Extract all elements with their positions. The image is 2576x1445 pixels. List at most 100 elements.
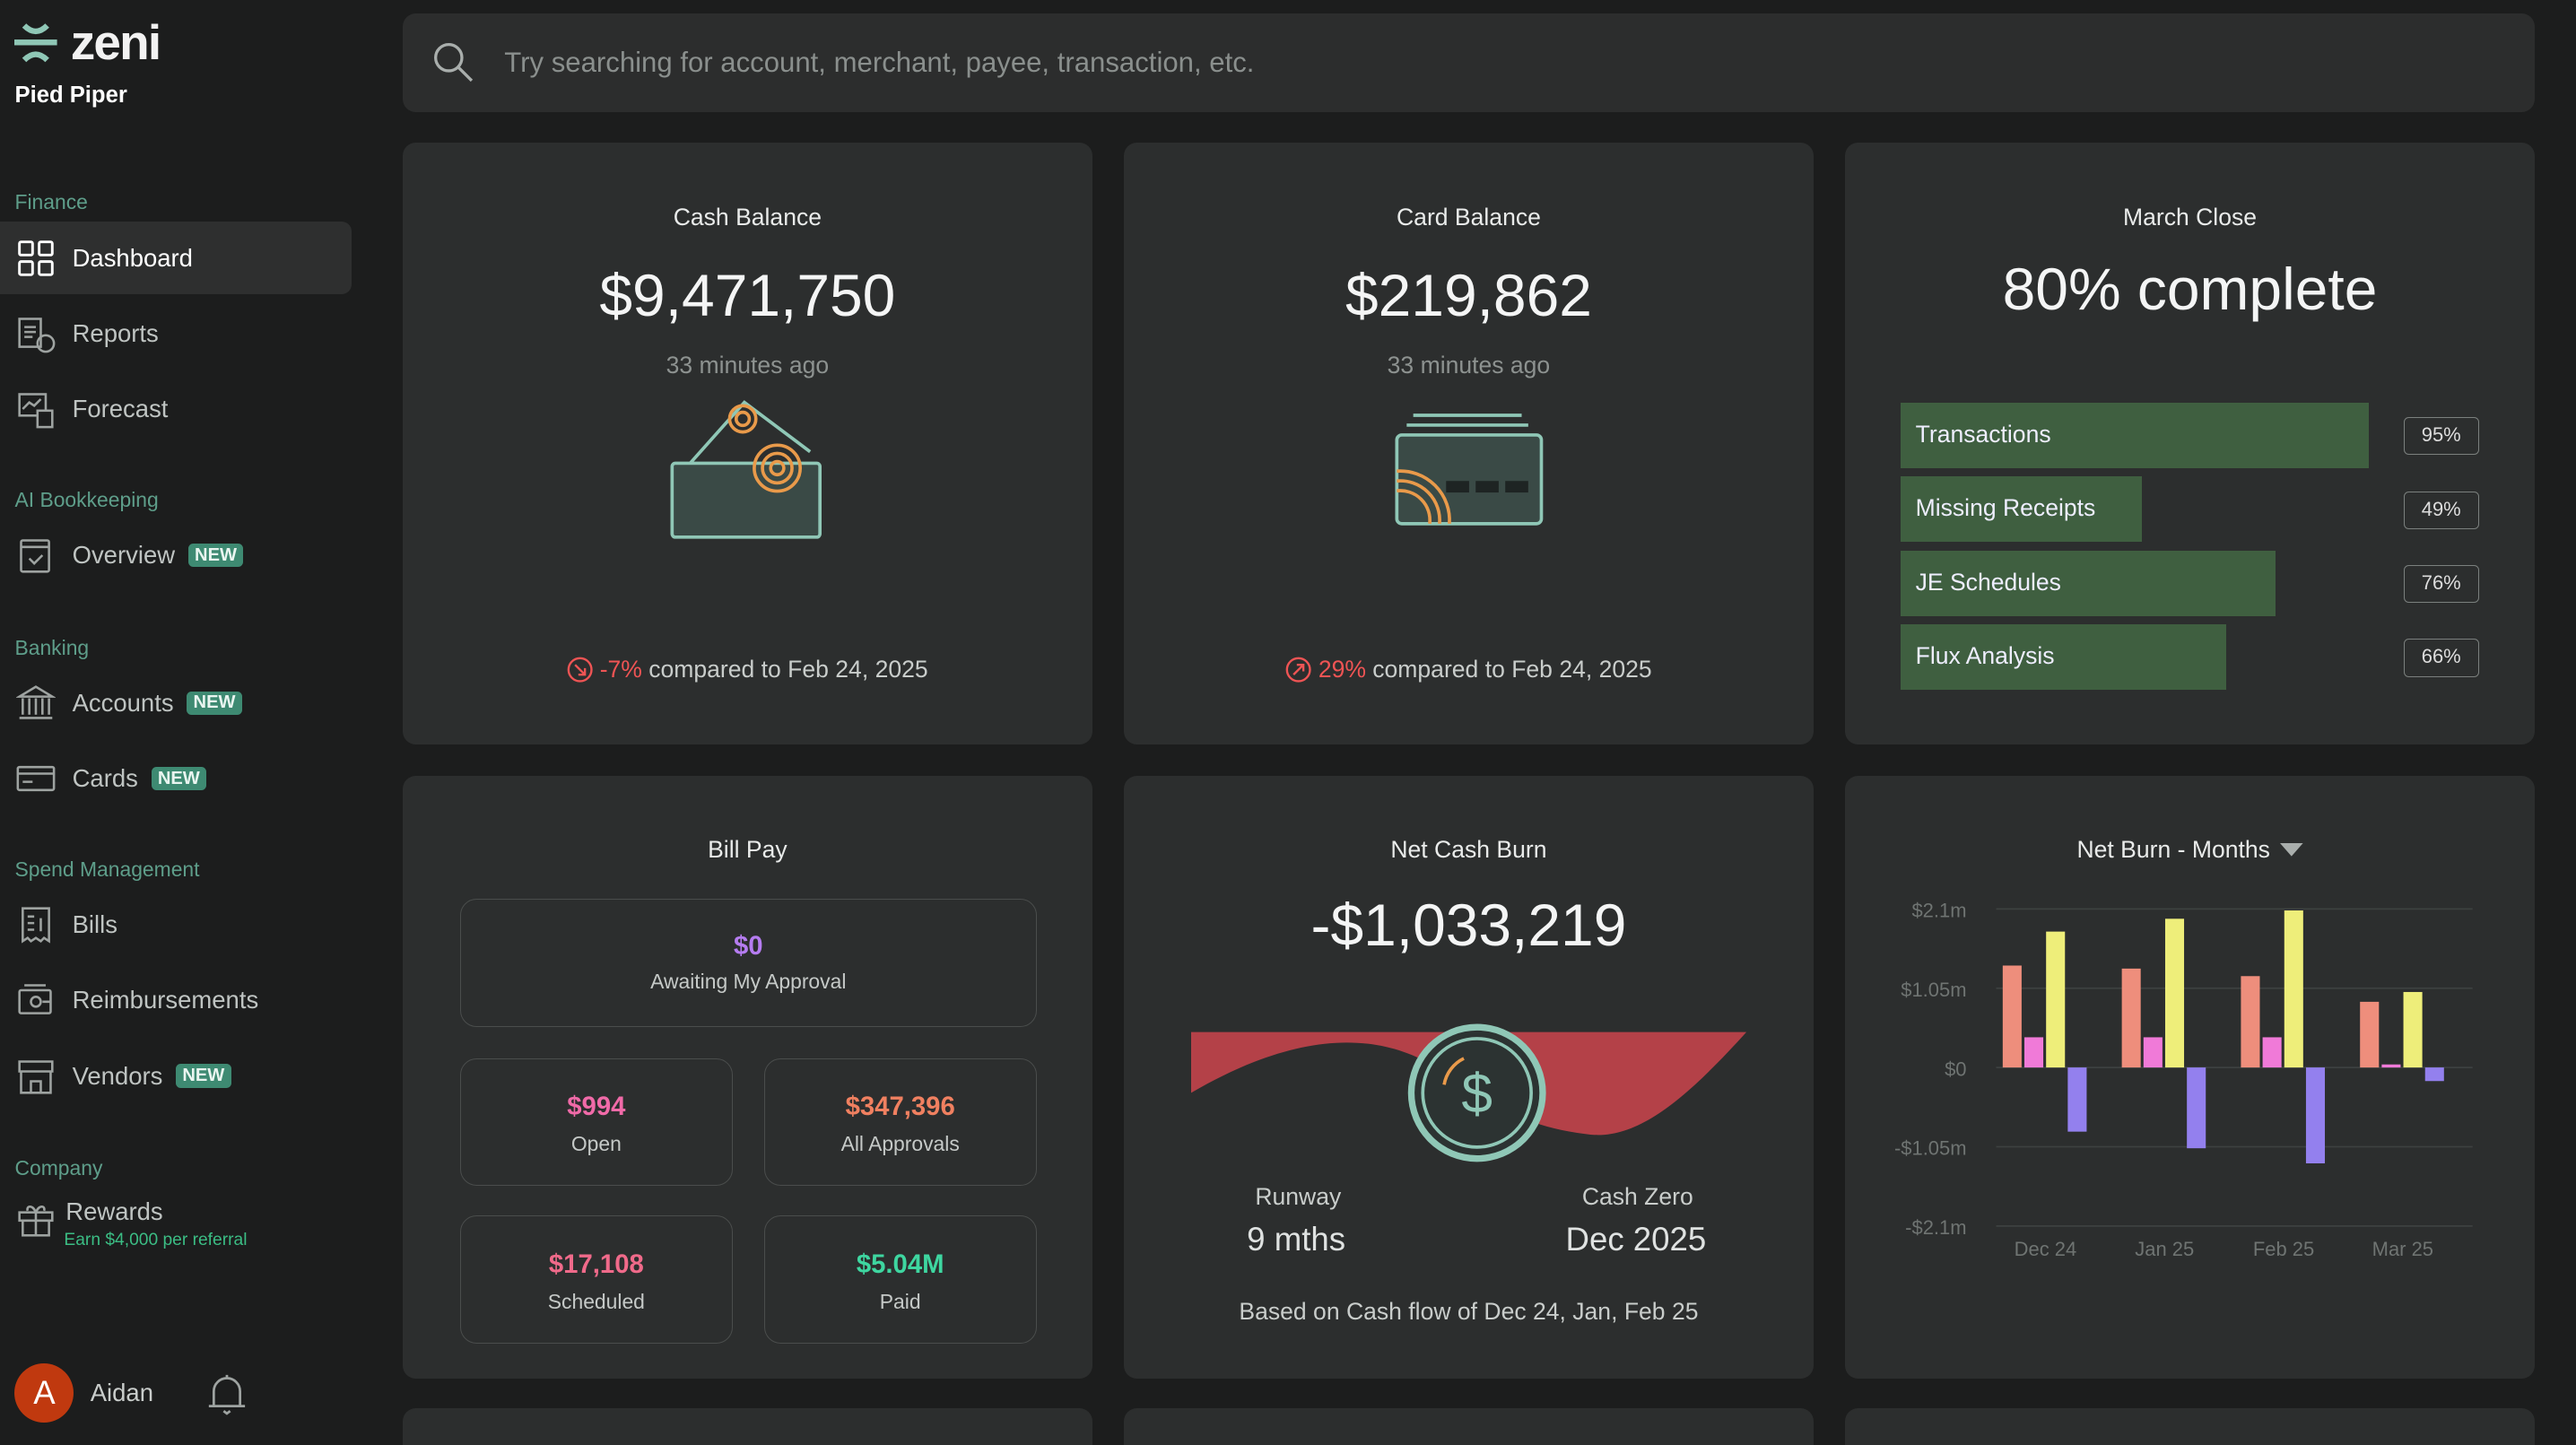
- progress-fill: [1901, 402, 2370, 468]
- search-input[interactable]: [504, 46, 2312, 79]
- close-progress-value: 80% complete: [2002, 255, 2378, 322]
- open-bills-tile[interactable]: $994 Open: [459, 1058, 733, 1187]
- close-task-row[interactable]: Transactions 95%: [1901, 402, 2479, 468]
- user-menu[interactable]: A Aidan: [14, 1363, 153, 1423]
- task-percent: 95%: [2403, 417, 2479, 456]
- sidebar-item-forecast[interactable]: Forecast: [0, 373, 352, 446]
- sidebar-item-label: Bills: [72, 910, 117, 939]
- cash-zero-value: Dec 2025: [1565, 1220, 1707, 1258]
- card-title: Cash Balance: [673, 204, 822, 231]
- sidebar-item-reports[interactable]: Reports: [0, 298, 352, 370]
- bar-s3[interactable]: [2284, 910, 2303, 1067]
- user-name: Aidan: [90, 1379, 153, 1407]
- bank-icon: [16, 685, 57, 719]
- bill-pay-card[interactable]: Bill Pay $0 Awaiting My Approval $994 Op…: [402, 775, 1092, 1379]
- task-label: Transactions: [1915, 420, 2051, 448]
- paid-tile[interactable]: $5.04M Paid: [763, 1215, 1037, 1345]
- zeni-logo[interactable]: zeni: [14, 13, 161, 71]
- bar-s4[interactable]: [2305, 1066, 2325, 1163]
- task-percent: 76%: [2403, 565, 2479, 604]
- card-title: Card Balance: [1397, 204, 1541, 231]
- card-title: Bill Pay: [708, 836, 788, 864]
- bar-s1[interactable]: [2241, 975, 2260, 1067]
- close-task-row[interactable]: JE Schedules 76%: [1901, 550, 2479, 616]
- runway-label: Runway: [1255, 1182, 1342, 1210]
- runway-value: 9 mths: [1247, 1220, 1346, 1258]
- sidebar-item-label: Overview: [72, 541, 176, 570]
- bar-s1[interactable]: [2002, 964, 2022, 1067]
- compare-text: compared to Feb 24, 2025: [1372, 655, 1652, 683]
- tile-value: $994: [567, 1092, 626, 1122]
- bar-s1[interactable]: [2360, 1001, 2380, 1067]
- net-cash-burn-card[interactable]: Net Cash Burn -$1,033,219 $ Runway 9 mth…: [1123, 775, 1815, 1379]
- cash-balance-card[interactable]: Cash Balance $9,471,750 33 minutes ago -…: [402, 143, 1092, 744]
- forecast-icon: [18, 393, 54, 429]
- net-burn-chart-card[interactable]: Net Burn - Months $2.1m $1.05m $0 -$1.05m -$…: [1844, 775, 2536, 1379]
- sidebar-item-vendors[interactable]: Vendors NEW: [0, 1040, 352, 1112]
- card-change: 29% compared to Feb 24, 2025: [1124, 656, 1814, 683]
- avatar: A: [14, 1363, 74, 1423]
- sidebar-item-accounts[interactable]: Accounts NEW: [0, 667, 352, 740]
- sidebar-item-label: Rewards: [65, 1197, 163, 1226]
- all-approvals-tile[interactable]: $347,396 All Approvals: [763, 1058, 1037, 1187]
- credit-card-icon: [16, 766, 56, 792]
- bar-s3[interactable]: [2403, 991, 2423, 1067]
- sidebar-item-reimbursements[interactable]: Reimbursements: [0, 964, 352, 1037]
- sidebar-item-bills[interactable]: Bills: [0, 889, 352, 962]
- sidebar-item-label: Forecast: [72, 395, 169, 423]
- bar-s3[interactable]: [2046, 931, 2066, 1067]
- report-icon: [18, 318, 56, 353]
- sidebar-item-cards[interactable]: Cards NEW: [0, 743, 352, 815]
- card-title: Net Cash Burn: [1390, 836, 1547, 864]
- tile-value: $347,396: [845, 1092, 955, 1122]
- y-tick-label: -$2.1m: [1905, 1216, 1966, 1239]
- tile-label: Awaiting My Approval: [650, 969, 847, 993]
- company-name[interactable]: Pied Piper: [14, 82, 127, 108]
- march-close-card[interactable]: March Close 80% complete Transactions 95…: [1844, 143, 2536, 744]
- progress-fill: [1901, 550, 2276, 616]
- burn-note: Based on Cash flow of Dec 24, Jan, Feb 2…: [1239, 1297, 1699, 1325]
- awaiting-approval-tile[interactable]: $0 Awaiting My Approval: [459, 898, 1037, 1027]
- bar-s2[interactable]: [2381, 1064, 2401, 1067]
- bell-icon[interactable]: [207, 1373, 247, 1416]
- section-spend-management: Spend Management: [14, 857, 200, 882]
- close-task-row[interactable]: Missing Receipts 49%: [1901, 476, 2479, 543]
- cash-zero-label: Cash Zero: [1581, 1182, 1693, 1210]
- sidebar-item-overview[interactable]: Overview NEW: [0, 519, 352, 592]
- task-label: Flux Analysis: [1915, 642, 2055, 670]
- tile-label: Paid: [879, 1289, 921, 1313]
- cash-balance-value: $9,471,750: [599, 262, 896, 329]
- rewards-subtext[interactable]: Earn $4,000 per referral: [64, 1230, 248, 1249]
- task-label: JE Schedules: [1915, 568, 2061, 596]
- caret-down-icon: [2279, 843, 2303, 857]
- bar-s4[interactable]: [2424, 1066, 2444, 1081]
- sidebar-item-rewards[interactable]: Rewards: [0, 1183, 352, 1237]
- bar-s4[interactable]: [2067, 1066, 2087, 1132]
- x-tick-label: Dec 24: [2015, 1237, 2077, 1259]
- sidebar-item-label: Accounts: [72, 688, 174, 717]
- x-tick-label: Mar 25: [2372, 1237, 2433, 1259]
- card-balance-card[interactable]: Card Balance $219,862 33 minutes ago 29%…: [1123, 143, 1815, 744]
- bar-s2[interactable]: [2262, 1036, 2282, 1067]
- section-ai-bookkeeping: AI Bookkeeping: [14, 487, 159, 511]
- search-icon: [433, 42, 473, 82]
- bar-s2[interactable]: [2023, 1036, 2043, 1067]
- store-icon: [18, 1059, 54, 1094]
- progress-fill: [1901, 624, 2226, 691]
- net-burn-chart: $2.1m $1.05m $0 -$1.05m -$2.1m Dec 24 Jan 25 Fe…: [1894, 899, 2473, 1259]
- svg-text:$: $: [1461, 1063, 1493, 1125]
- bar-s4[interactable]: [2187, 1066, 2206, 1148]
- search-bar[interactable]: [402, 13, 2536, 112]
- scheduled-tile[interactable]: $17,108 Scheduled: [459, 1215, 733, 1345]
- bar-s2[interactable]: [2143, 1036, 2163, 1067]
- bar-s3[interactable]: [2164, 918, 2184, 1067]
- tile-value: $5.04M: [856, 1249, 944, 1279]
- sidebar-item-dashboard[interactable]: Dashboard: [0, 222, 352, 294]
- chart-period-dropdown[interactable]: Net Burn - Months: [1845, 836, 2535, 864]
- close-task-row[interactable]: Flux Analysis 66%: [1901, 624, 2479, 691]
- new-badge: NEW: [176, 1064, 231, 1088]
- dollar-coin-icon: $: [1407, 1023, 1546, 1162]
- task-label: Missing Receipts: [1915, 494, 2096, 522]
- bar-s1[interactable]: [2121, 968, 2141, 1067]
- updated-time: 33 minutes ago: [666, 351, 830, 379]
